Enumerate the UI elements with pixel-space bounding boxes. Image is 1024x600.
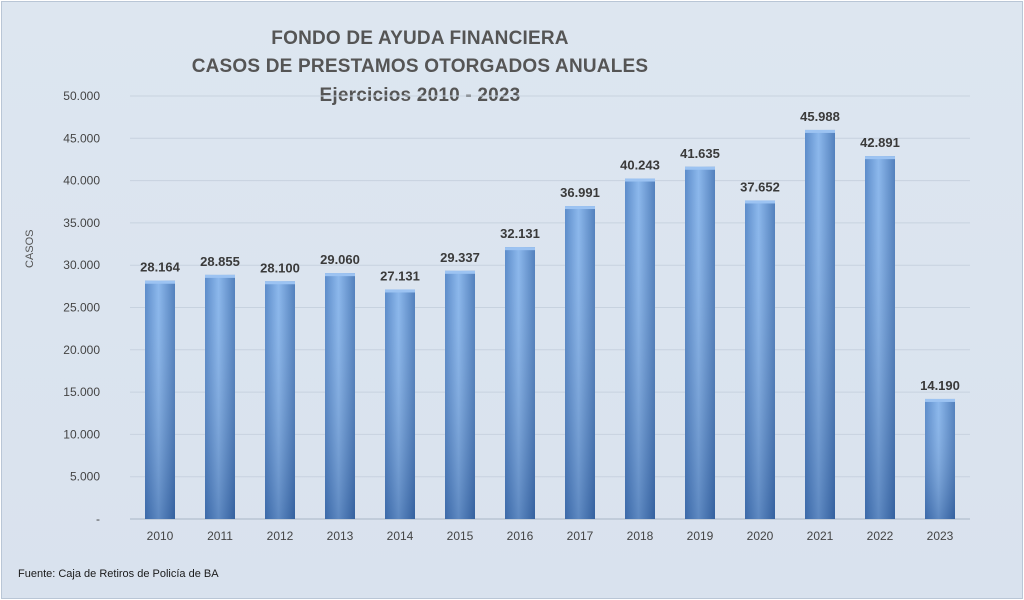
bar-2011 [205,274,235,519]
bar-shade [745,200,775,519]
x-tick-label: 2019 [687,529,714,543]
data-label: 28.855 [200,254,240,269]
x-tick-label: 2011 [207,529,233,543]
bar-2015 [445,270,475,519]
chart-title-line-2: CASOS DE PRESTAMOS OTORGADOS ANUALES [191,56,649,77]
data-label: 28.164 [140,260,181,275]
bar-top [865,156,895,160]
data-label: 14.190 [920,378,960,393]
bar-shade [565,206,595,519]
x-tick-label: 2014 [387,529,414,543]
bar-top [685,166,715,170]
y-tick-label: - [96,512,100,526]
data-label: 36.991 [560,185,600,200]
x-tick-label: 2012 [267,529,294,543]
x-tick-label: 2022 [867,529,894,543]
bar-shade [325,273,355,519]
data-labels: 28.164 28.855 28.100 29.060 27.131 29.337 32.1… [140,109,960,393]
bars [145,129,955,520]
x-tick-label: 2015 [447,529,474,543]
bar-top [565,206,595,210]
data-label: 29.337 [440,250,480,265]
x-tick-label: 2017 [567,529,594,543]
y-tick-label: 45.000 [63,131,100,145]
bar-shade [265,281,295,519]
data-label: 40.243 [620,158,660,173]
x-axis-ticks: 2010 2011 2012 2013 2014 2015 2016 2017 2018 2019… [147,529,954,543]
bar-shade [205,274,235,519]
x-tick-label: 2021 [807,529,834,543]
data-label: 32.131 [500,226,540,241]
bar-2016 [505,247,535,519]
y-axis-ticks: - 5.000 10.000 15.000 20.000 25.000 30.000 35.0… [63,89,100,526]
y-tick-label: 50.000 [63,89,100,103]
y-tick-label: 10.000 [63,427,100,441]
bar-shade [145,280,175,519]
x-tick-label: 2020 [747,529,774,543]
bar-top [805,129,835,133]
bar-2014 [385,289,415,519]
bar-2018 [625,178,655,519]
bar-shade [385,289,415,519]
x-tick-label: 2023 [927,529,954,543]
bar-top [925,398,955,402]
bar-2012 [265,281,295,519]
bar-2013 [325,273,355,519]
bar-2010 [145,280,175,519]
data-label: 45.988 [800,109,840,124]
y-tick-label: 25.000 [63,301,100,315]
x-tick-label: 2010 [147,529,174,543]
bar-2020 [745,200,775,519]
bar-2019 [685,166,715,520]
bar-shade [805,129,835,519]
y-tick-label: 15.000 [63,385,100,399]
data-label: 27.131 [380,268,420,283]
bar-2021 [805,129,835,519]
x-tick-label: 2013 [327,529,354,543]
bar-2017 [565,206,595,519]
bar-2023 [925,398,955,519]
y-tick-label: 20.000 [63,343,100,357]
bar-shade [865,156,895,519]
bar-shade [625,178,655,519]
gridlines [130,95,970,520]
bar-2022 [865,156,895,519]
bar-shade [505,247,535,519]
bar-shade [925,398,955,519]
y-tick-label: 5.000 [70,470,100,484]
y-tick-label: 40.000 [63,174,100,188]
bar-top [205,274,235,278]
data-label: 29.060 [320,252,360,267]
data-label: 28.100 [260,260,300,275]
bar-top [625,178,655,182]
chart-title-line-1: FONDO DE AYUDA FINANCIERA [271,28,569,49]
data-label: 42.891 [860,135,900,150]
bar-top [745,200,775,204]
bar-top [505,247,535,251]
y-tick-label: 30.000 [63,258,100,272]
bar-shade [685,166,715,520]
bar-top [325,273,355,277]
bar-top [265,281,295,285]
bar-top [145,280,175,284]
y-tick-label: 35.000 [63,216,100,230]
x-tick-label: 2018 [627,529,654,543]
data-label: 41.635 [680,146,720,161]
bar-shade [445,270,475,519]
bar-top [445,270,475,274]
source-note: Fuente: Caja de Retiros de Policía de BA [18,568,219,580]
bar-top [385,289,415,293]
x-tick-label: 2016 [507,529,534,543]
data-label: 37.652 [740,179,780,194]
